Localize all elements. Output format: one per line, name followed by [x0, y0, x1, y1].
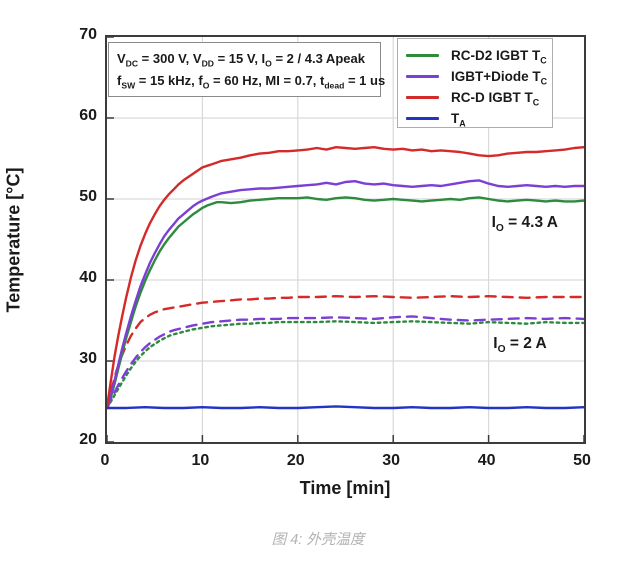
legend-line-swatch	[406, 117, 439, 120]
x-tick-label: 40	[477, 452, 496, 469]
subscript-text: C	[540, 76, 548, 87]
y-axis-label: Temperature [°C]	[3, 167, 24, 313]
run-text: T	[451, 111, 460, 126]
legend-label: RC-D IGBT TC	[451, 90, 540, 108]
legend: RC-D2 IGBT TC IGBT+Diode TC RC-D IGBT TC TA	[397, 38, 553, 128]
run-text: = 300 V, V	[138, 50, 202, 66]
legend-item: TA	[406, 108, 552, 129]
run-text: V	[117, 50, 126, 66]
legend-label: TA	[451, 111, 466, 129]
legend-line-swatch	[406, 96, 439, 99]
subscript-text: dead	[324, 80, 345, 91]
test-conditions-line1: VDC = 300 V, VDD = 15 V, IO = 2 / 4.3 Ap…	[117, 48, 372, 70]
legend-label: RC-D2 IGBT TC	[451, 48, 547, 66]
subscript-text: C	[540, 55, 547, 66]
series-line	[107, 179, 584, 410]
x-tick-label: 30	[382, 452, 401, 469]
run-text: = 1 us	[344, 72, 386, 88]
run-text: = 15 kHz, f	[135, 72, 203, 88]
series-line	[107, 320, 584, 410]
series-line	[107, 315, 584, 410]
run-text: = 2 A	[505, 334, 547, 352]
y-tick-label: 70	[79, 26, 97, 43]
subscript-text: A	[459, 118, 466, 129]
series-line	[107, 295, 584, 409]
run-text: RC-D2 IGBT T	[451, 48, 541, 63]
x-axis-label: Time [min]	[299, 478, 391, 498]
x-tick-label: 0	[100, 452, 110, 469]
subscript-text: SW	[121, 80, 136, 91]
y-tick-label: 60	[79, 107, 97, 124]
run-text: f	[117, 72, 122, 88]
run-text: RC-D IGBT T	[451, 90, 533, 105]
run-text: = 15 V, I	[213, 50, 266, 66]
x-tick-label: 50	[573, 452, 591, 469]
y-tick-label: 50	[79, 188, 97, 205]
subscript-text: O	[495, 222, 504, 234]
run-text: IGBT+Diode T	[451, 69, 541, 84]
current-label: IO = 4.3 A	[491, 213, 558, 234]
series-line	[107, 145, 584, 409]
series-line	[107, 196, 584, 410]
figure-caption: 图 4: 外壳温度	[271, 532, 365, 548]
legend-item: IGBT+Diode TC	[406, 66, 552, 87]
subscript-text: O	[202, 80, 210, 91]
x-tick-label: 10	[191, 452, 210, 469]
legend-label: IGBT+Diode TC	[451, 69, 548, 87]
run-text: = 2 / 4.3 Apeak	[271, 50, 365, 66]
y-tick-label: 30	[79, 350, 97, 367]
run-text: I	[491, 213, 496, 231]
legend-line-swatch	[406, 75, 439, 78]
legend-line-swatch	[406, 54, 439, 57]
test-conditions-line2: fSW = 15 kHz, fO = 60 Hz, MI = 0.7, tdea…	[117, 70, 385, 92]
series-line	[107, 405, 584, 410]
legend-item: RC-D IGBT TC	[406, 87, 552, 108]
y-tick-label: 20	[79, 431, 97, 448]
chart-canvas	[107, 37, 584, 442]
subscript-text: C	[532, 97, 540, 108]
current-label: IO = 2 A	[493, 334, 547, 355]
subscript-text: DD	[201, 58, 214, 69]
run-text: = 4.3 A	[503, 213, 558, 231]
y-tick-label: 40	[79, 269, 97, 286]
run-text: I	[493, 334, 498, 352]
subscript-text: O	[497, 343, 506, 355]
x-tick-label: 20	[286, 452, 305, 469]
legend-item: RC-D2 IGBT TC	[406, 45, 552, 66]
subscript-text: O	[265, 58, 272, 69]
subscript-text: DC	[125, 58, 139, 69]
test-conditions-box: VDC = 300 V, VDD = 15 V, IO = 2 / 4.3 Ap…	[108, 42, 385, 97]
run-text: = 60 Hz, MI = 0.7, t	[209, 72, 325, 88]
